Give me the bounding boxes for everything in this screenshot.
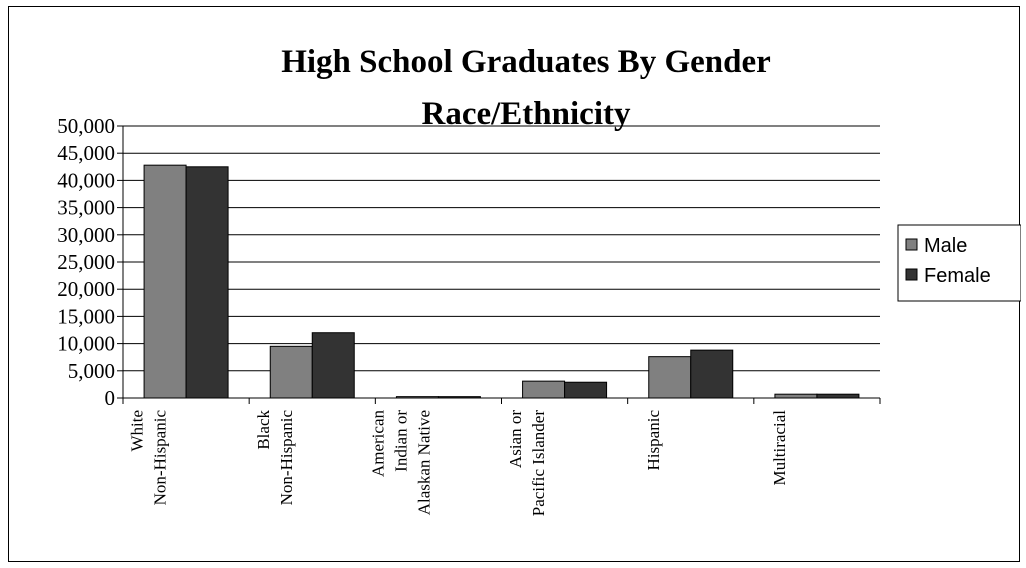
y-tick-label: 50,000 <box>57 114 115 138</box>
legend-label-female: Female <box>924 265 991 287</box>
legend-swatch-female <box>905 268 918 281</box>
chart-subtitle: Race/Ethnicity <box>422 96 631 132</box>
bar-female <box>185 166 229 399</box>
x-tick-label-line: Hispanic <box>644 410 663 471</box>
bar-male <box>269 345 313 399</box>
x-tick-label-line: Asian or <box>506 410 525 468</box>
x-tick-label-line: Multiracial <box>770 410 789 486</box>
bars <box>143 164 860 399</box>
x-tick-label: Hispanic <box>644 410 663 471</box>
chart-svg: High School Graduates By Gender Race/Eth… <box>57 44 1021 517</box>
axes: 0 5,000 10,000 15,000 20,000 25,000 30,000 35,0… <box>57 114 881 517</box>
x-tick-label-line: Pacific Islander <box>529 410 548 517</box>
x-tick-label: Asian or Pacific Islander <box>506 410 548 517</box>
chart-title: High School Graduates By Gender <box>281 44 771 80</box>
x-tick-label: Multiracial <box>770 410 789 486</box>
x-tick-label-line: Non-Hispanic <box>151 410 170 506</box>
y-tick-label: 15,000 <box>57 304 115 328</box>
y-tick-label: 30,000 <box>57 223 115 247</box>
y-tick-label: 20,000 <box>57 277 115 301</box>
y-tick-label: 0 <box>105 386 116 410</box>
legend-swatch-male <box>905 238 918 251</box>
y-tick-label: 35,000 <box>57 196 115 220</box>
bar-male <box>774 393 818 399</box>
x-tick-label-line: Indian or <box>391 410 410 472</box>
chart-frame: High School Graduates By Gender Race/Eth… <box>8 6 1021 562</box>
x-tick-label: White Non-Hispanic <box>128 410 170 506</box>
gridlines <box>123 125 880 372</box>
bar-male <box>143 164 187 399</box>
y-tick-label: 10,000 <box>57 332 115 356</box>
bar-male <box>522 380 566 399</box>
bar-female <box>690 349 734 399</box>
y-tick-label: 45,000 <box>57 141 115 165</box>
bar-female <box>816 393 860 399</box>
y-tick-label: 40,000 <box>57 168 115 192</box>
x-tick-label-line: Non-Hispanic <box>277 410 296 506</box>
bar-female <box>311 332 355 399</box>
x-tick-label-line: Alaskan Native <box>414 410 433 515</box>
x-tick-label: American Indian or Alaskan Native <box>368 410 433 516</box>
legend-label-male: Male <box>924 235 967 257</box>
bar-female <box>564 381 608 399</box>
legend: Male Female <box>897 224 1021 302</box>
bar-male <box>648 356 692 399</box>
x-tick-label: Black Non-Hispanic <box>254 410 296 506</box>
x-tick-label-line: American <box>368 410 387 478</box>
y-tick-label: 5,000 <box>68 359 115 383</box>
legend-box <box>897 224 1021 302</box>
y-tick-label: 25,000 <box>57 250 115 274</box>
x-tick-label-line: White <box>128 410 147 452</box>
x-tick-label-line: Black <box>254 410 273 450</box>
